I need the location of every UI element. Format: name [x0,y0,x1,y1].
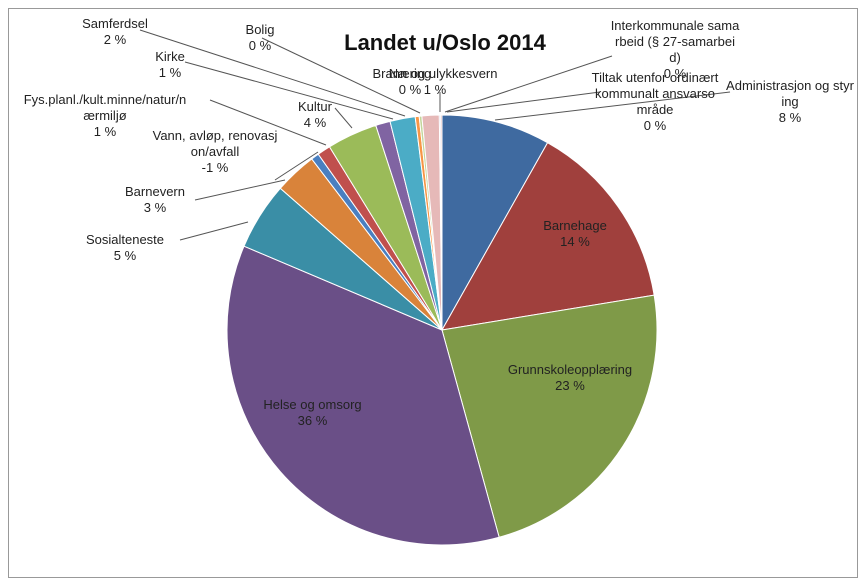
slice-label: Brann og ulykkesvern 1 % [360,66,510,98]
pie-slice [440,114,443,331]
slice-name: Interkommunale samarbeid (§ 27-samarbeid… [610,18,740,65]
slice-value: 1 % [93,124,117,139]
pie-slice [441,142,655,331]
slice-label: Bolig 0 % [232,22,288,54]
slice-name: Barnevern [125,184,185,199]
slice-name: Helse og omsorg [263,397,362,412]
slice-label: Kirke 1 % [140,49,200,81]
slice-label: Fys.planl./kult.minne/natur/nærmiljø 1 % [20,92,190,140]
slice-value: -1 % [201,160,229,175]
slice-name: Brann og ulykkesvern [372,66,498,81]
slice-value: 3 % [143,200,167,215]
slice-label: Sosialteneste 5 % [70,232,180,264]
leader-line [209,99,327,146]
slice-name: Kirke [155,49,185,64]
slice-value: 0 % [663,66,687,81]
slice-value: 14 % [560,234,590,249]
pie-slice [441,114,549,332]
slice-label: Kultur 4 % [290,99,340,131]
slice-value: 1 % [158,65,182,80]
leader-line [261,37,421,114]
slice-value: 2 % [103,32,127,47]
leader-line [194,179,286,201]
slice-name: Administrasjon og styring [726,78,854,109]
slice-value: 8 % [778,110,802,125]
slice-label: Vann, avløp, renovasjon/avfall -1 % [150,128,280,176]
slice-name: Bolig [245,22,275,37]
slice-label: Næring 0 % [385,66,435,98]
slice-name: Sosialteneste [85,232,165,247]
slice-label: Administrasjon og styring 8 % [725,78,855,126]
pie-slice [226,245,500,546]
slice-value: 0 % [398,82,422,97]
slice-label: Samferdsel 2 % [80,16,150,48]
pie-slice [441,294,658,538]
slice-name: Tiltak utenfor ordinært kommunalt ansvar… [591,70,719,117]
slice-label: Barnehage 14 % [530,218,620,250]
slice-value: 0 % [248,38,272,53]
slice-value: 0 % [643,118,667,133]
slice-value: 36 % [297,413,328,428]
slice-label: Interkommunale samarbeid (§ 27-samarbeid… [610,18,740,82]
slice-name: Barnehage [543,218,607,233]
chart-title: Landet u/Oslo 2014 [344,30,546,55]
slice-name: Næring [388,66,432,81]
leader-line [494,91,731,121]
leader-line [184,61,394,120]
slice-name: Fys.planl./kult.minne/natur/nærmiljø [23,92,187,123]
slice-value: 1 % [423,82,447,97]
slice-name: Samferdsel [82,16,148,31]
slice-name: Kultur [298,99,332,114]
leader-line [139,29,406,117]
slice-value: 5 % [113,248,137,263]
leader-line [444,55,613,113]
slice-label: Tiltak utenfor ordinært kommunalt ansvar… [590,70,720,134]
leader-line [274,151,319,181]
leader-line [179,221,249,241]
slice-label: Helse og omsorg 36 % [250,397,375,429]
slice-value: 4 % [303,115,327,130]
slice-name: Vann, avløp, renovasjon/avfall [152,128,278,159]
slice-value: 23 % [555,378,585,393]
slice-label: Barnevern 3 % [110,184,200,216]
leader-line [446,91,601,113]
slice-name: Grunnskoleopplæring [507,362,633,377]
slice-label: Grunnskoleopplæring 23 % [490,362,650,394]
leader-line [334,107,353,129]
